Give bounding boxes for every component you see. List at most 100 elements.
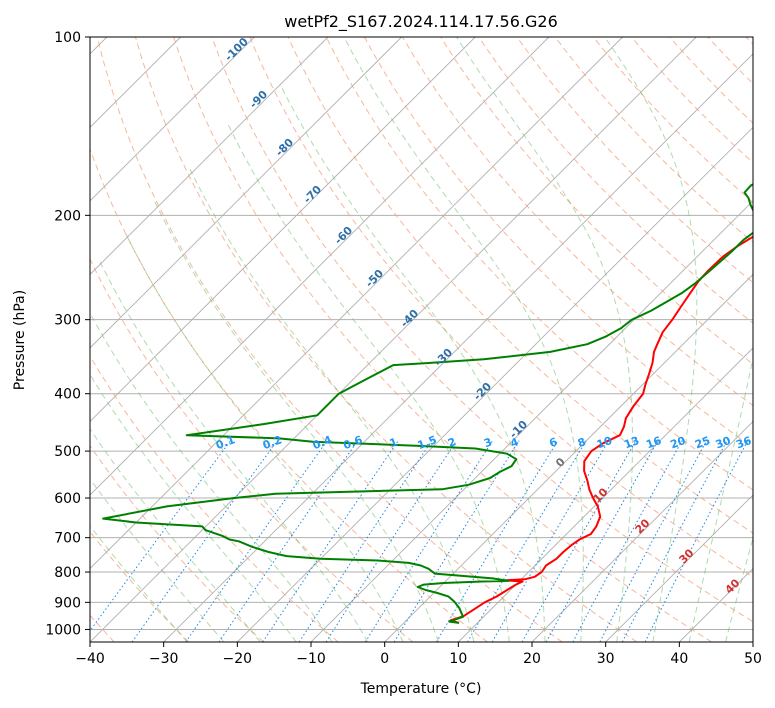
y-tick-label: 300 <box>54 313 81 329</box>
dry-adiabat-line <box>173 37 712 642</box>
mixing-ratio-label: 20 <box>669 434 688 452</box>
mixing-ratio-label: 16 <box>644 434 663 452</box>
dry-adiabat-line <box>363 37 753 448</box>
dry-adiabat-line <box>592 37 753 203</box>
moist-adiabat-line <box>279 83 546 642</box>
x-tick-label: 10 <box>449 651 467 667</box>
moist-adiabat-line <box>688 355 753 642</box>
x-tick-label: 40 <box>670 651 688 667</box>
isotherm-line <box>163 53 753 642</box>
mixing-ratio-line <box>521 440 637 642</box>
mixing-ratio-label: 0.4 <box>311 433 334 452</box>
mixing-ratio-label: 13 <box>622 434 641 451</box>
mixing-ratio-label: 0.1 <box>214 433 237 452</box>
isotherm-line <box>90 37 550 496</box>
moist-adiabats <box>90 37 753 642</box>
x-tick-label: 30 <box>597 651 615 667</box>
mixing-ratio-line <box>90 440 232 632</box>
mixing-ratio-label: 3 <box>482 435 494 450</box>
mixing-ratio-label: 10 <box>595 434 614 452</box>
data-series <box>102 183 753 624</box>
dry-adiabat-line <box>478 37 753 324</box>
mixing-ratio-label: 36 <box>734 434 753 452</box>
mixing-ratio-line <box>364 440 494 642</box>
isotherm-line <box>458 347 753 642</box>
y-tick-label: 700 <box>54 531 81 547</box>
dry-adiabat-line <box>134 37 638 642</box>
isotherm-line <box>90 37 697 642</box>
mixing-ratio-label: 0.6 <box>342 433 365 452</box>
mixing-ratio-line <box>435 440 559 642</box>
dry-adiabats <box>90 37 753 642</box>
mixing-ratio-line <box>572 440 683 642</box>
mixing-ratio-line <box>185 440 328 642</box>
mixing-ratio-line <box>218 440 359 642</box>
x-tick-label: −10 <box>296 651 326 667</box>
isotherm-line <box>90 37 402 349</box>
y-axis-ticks: 100 200 300 400 500 600 700 800 900 1000 <box>45 30 90 638</box>
mixing-ratio-label: 0.2 <box>261 433 284 452</box>
isotherm-line <box>90 37 476 423</box>
y-axis-label: Pressure (hPa) <box>12 290 28 390</box>
y-tick-label: 500 <box>54 444 81 460</box>
mixing-ratio-lines <box>90 440 749 642</box>
dry-adiabat-line <box>90 445 264 642</box>
x-tick-label: 0 <box>380 651 389 667</box>
chart-title: wetPf2_S167.2024.114.17.56.G26 <box>284 12 558 32</box>
skewed-isotherms <box>90 37 753 642</box>
moist-adiabat-line <box>725 536 753 642</box>
y-tick-label: 200 <box>54 208 81 224</box>
moist-adiabat-line <box>187 165 475 642</box>
plot-area: -100-90-80-70-60-50-40-30-20-100.1 0.2 0.4… <box>90 37 753 642</box>
moist-adiabat-line <box>90 478 225 642</box>
moist-adiabat-line <box>125 233 404 642</box>
y-tick-label: 900 <box>54 595 81 611</box>
y-tick-label: 800 <box>54 565 81 581</box>
plot-frame <box>89 36 754 643</box>
mixing-ratio-line <box>545 440 659 642</box>
y-tick-label: 1000 <box>45 622 81 638</box>
dry-adiabat-line <box>440 37 753 365</box>
x-tick-label: 50 <box>744 651 762 667</box>
moist-adiabat-line <box>227 123 510 642</box>
isotherm-line <box>531 420 753 642</box>
mixing-ratio-label: 1 <box>388 435 400 450</box>
mixing-ratio-label: 6 <box>547 435 559 450</box>
isotherm-line <box>384 273 753 642</box>
dry-adiabat-line <box>249 37 753 578</box>
isotherm-line <box>237 126 753 642</box>
moist-adiabat-line <box>90 427 261 642</box>
mixing-ratio-label: 8 <box>576 435 588 450</box>
y-tick-label: 600 <box>54 491 81 507</box>
moist-adiabat-line <box>90 525 188 642</box>
moist-adiabat-line <box>99 262 369 642</box>
x-axis-label: Temperature (°C) <box>360 681 482 697</box>
x-tick-label: −30 <box>149 651 179 667</box>
x-tick-label: −40 <box>75 651 105 667</box>
moist-adiabat-line <box>90 312 333 642</box>
mixing-ratio-line <box>491 440 610 642</box>
dry-adiabat-line <box>287 37 753 534</box>
sounding-line <box>449 235 753 624</box>
mixing-ratio-label: 1.5 <box>416 433 439 452</box>
dry-adiabat-line <box>90 147 488 642</box>
isotherm-line <box>90 37 623 570</box>
x-tick-label: −20 <box>223 651 253 667</box>
dry-adiabat-line <box>402 37 753 407</box>
mixing-ratio-line <box>262 440 399 642</box>
y-tick-label: 100 <box>54 30 81 46</box>
mixing-ratio-label: 30 <box>714 434 733 452</box>
mixing-ratio-label: 25 <box>693 434 712 451</box>
mixing-ratio-label: 2 <box>446 435 458 450</box>
dry-adiabat-line <box>554 37 753 243</box>
moist-adiabat-line <box>343 37 584 642</box>
sounding-line <box>102 183 753 624</box>
mixing-ratio-line <box>131 440 278 642</box>
mixing-ratio-line <box>467 440 587 642</box>
y-tick-label: 400 <box>54 387 81 403</box>
mixing-ratio-line <box>393 440 520 642</box>
mixing-ratio-label: 4 <box>509 435 521 450</box>
isotherm-line <box>90 37 329 276</box>
dry-adiabat-line <box>96 37 563 642</box>
